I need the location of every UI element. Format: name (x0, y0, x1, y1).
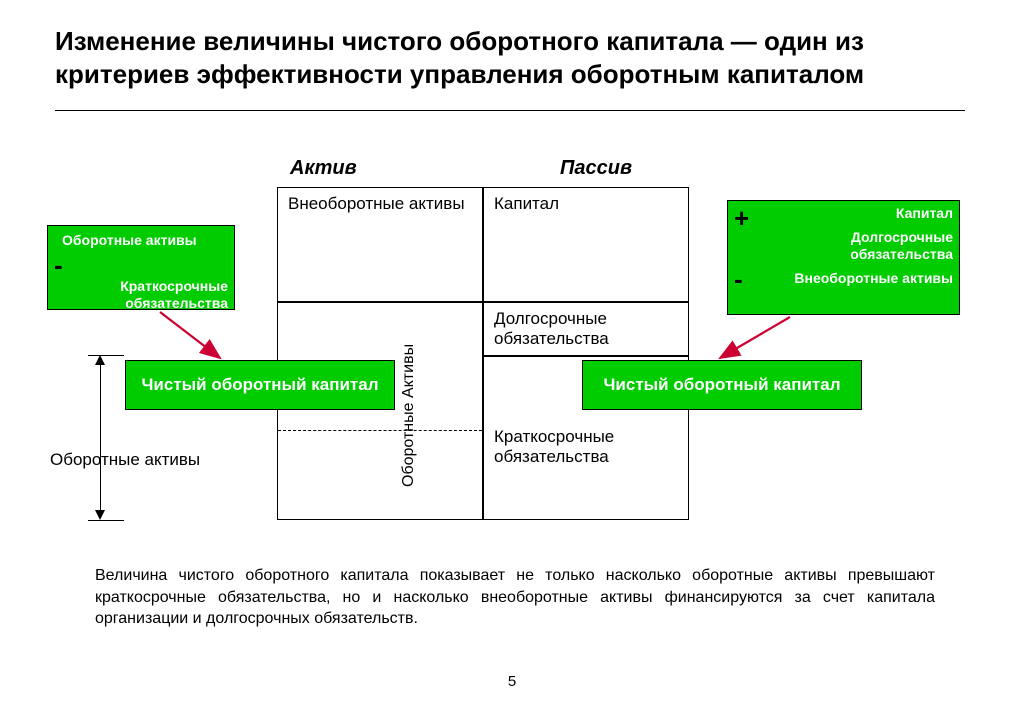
dim-top-tick (88, 355, 124, 356)
footer-text: Величина чистого оборотного капитала пок… (95, 565, 935, 630)
page-number: 5 (0, 673, 1024, 690)
dim-arrow-up (95, 355, 105, 365)
vlabel-current-assets-outer: Оборотные активы (50, 450, 230, 470)
arrow-left (160, 312, 220, 358)
dim-bot-tick (88, 520, 124, 521)
dim-vline (100, 357, 101, 518)
dim-arrow-down (95, 510, 105, 520)
arrow-right (720, 317, 790, 358)
